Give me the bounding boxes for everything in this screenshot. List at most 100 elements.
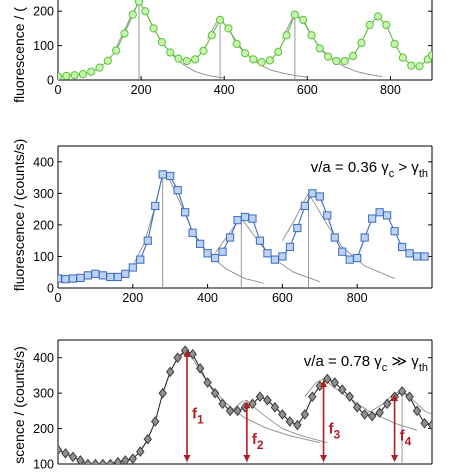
f-label-sub: 4 <box>405 435 412 449</box>
data-point <box>210 387 220 399</box>
data-point <box>98 271 107 280</box>
data-point <box>315 192 324 201</box>
f-arrow-head-top <box>183 349 191 357</box>
data-point <box>83 458 93 464</box>
data-point <box>136 446 145 457</box>
data-point <box>173 186 182 195</box>
fit-curve <box>214 217 320 283</box>
x-tick-label: 0 <box>55 291 62 305</box>
panel-bottom: 100 200 300 400 scence / (counts/s) v/a = 0.7… <box>11 339 433 472</box>
annotation-sub: th <box>419 362 428 374</box>
x-tick-label: 200 <box>122 291 143 305</box>
data-point <box>68 451 78 463</box>
f-arrow-head-top <box>243 401 251 409</box>
data-point <box>91 269 100 278</box>
data-point <box>290 10 299 19</box>
data-point <box>375 407 384 418</box>
data-point <box>113 456 123 464</box>
y-tick-label: 200 <box>33 422 54 436</box>
y-axis-label: fluorescence / (counts/s) <box>11 139 27 292</box>
data-point <box>218 398 227 410</box>
data-point <box>383 211 392 220</box>
data-point <box>78 70 88 79</box>
data-point <box>308 189 317 198</box>
fit-curve <box>229 399 328 444</box>
f-label-main: f <box>329 420 335 437</box>
f-arrow-head-bottom <box>391 455 399 462</box>
f-label-main: f <box>252 431 258 448</box>
data-point <box>141 7 150 16</box>
data-point <box>360 233 369 242</box>
data-point <box>158 387 167 399</box>
data-point <box>157 38 166 47</box>
data-point <box>248 398 257 410</box>
data-point <box>188 228 197 237</box>
data-point <box>95 63 104 72</box>
data-point <box>151 201 160 211</box>
f-arrow-head-bottom <box>320 455 328 462</box>
data-point <box>233 405 242 417</box>
data-point <box>215 15 225 24</box>
data-point <box>367 410 377 422</box>
data-point <box>412 252 422 261</box>
panel-top: 0 100 200 0 200 400 600 800 fluorescence / ( <box>11 0 433 103</box>
data-point <box>128 10 137 19</box>
data-point <box>136 255 145 264</box>
data-point <box>270 402 280 413</box>
data-point <box>375 208 384 217</box>
data-point <box>203 249 212 258</box>
data-point <box>324 52 333 61</box>
data-point <box>225 233 235 242</box>
data-point <box>76 455 85 464</box>
annotation-part: v/a = 0.36 γ <box>311 159 389 176</box>
data-point <box>345 391 354 402</box>
data-point <box>83 271 93 280</box>
f-arrow-label: f3 <box>329 420 341 441</box>
f-arrow-head-top <box>391 394 399 402</box>
data-point <box>412 405 422 417</box>
data-point <box>106 272 115 282</box>
data-point <box>345 255 354 264</box>
y-tick-label: 200 <box>33 218 54 232</box>
data-point <box>98 458 108 464</box>
data-point <box>353 253 362 263</box>
data-point <box>249 55 258 64</box>
data-point <box>210 253 220 263</box>
fit-curve <box>132 173 264 284</box>
data-point <box>58 444 63 456</box>
data-point <box>106 458 115 464</box>
f-label-main: f <box>192 405 198 422</box>
f-arrow-label: f2 <box>252 431 264 452</box>
plot-area <box>58 170 429 288</box>
data-point <box>390 39 399 48</box>
data-point <box>68 274 78 283</box>
data-point <box>278 252 287 261</box>
data-point <box>70 71 79 80</box>
fit-curve <box>207 18 308 78</box>
data-point <box>278 409 287 420</box>
annotation-sub: c <box>382 362 388 374</box>
data-point <box>255 391 265 402</box>
data-point <box>340 56 349 66</box>
data-point <box>188 348 197 360</box>
f-label-sub: 1 <box>197 412 204 426</box>
plot-area <box>58 0 432 80</box>
data-point <box>382 398 392 410</box>
data-point <box>61 275 70 284</box>
f-arrow-label: f4 <box>400 428 412 449</box>
y-tick-label: 100 <box>33 250 54 264</box>
data-point <box>263 249 272 258</box>
x-tick-label: 600 <box>297 83 318 97</box>
data-point <box>300 201 309 211</box>
data-point <box>112 46 121 55</box>
data-point <box>337 384 347 395</box>
data-point <box>307 31 316 40</box>
condition-annotation: v/a = 0.78 γc ≫ γth <box>304 353 428 374</box>
data-point <box>293 223 302 233</box>
data-point <box>265 56 275 65</box>
data-point <box>191 55 200 64</box>
data-point <box>87 67 96 76</box>
data-point <box>332 56 341 66</box>
data-point <box>121 269 130 278</box>
